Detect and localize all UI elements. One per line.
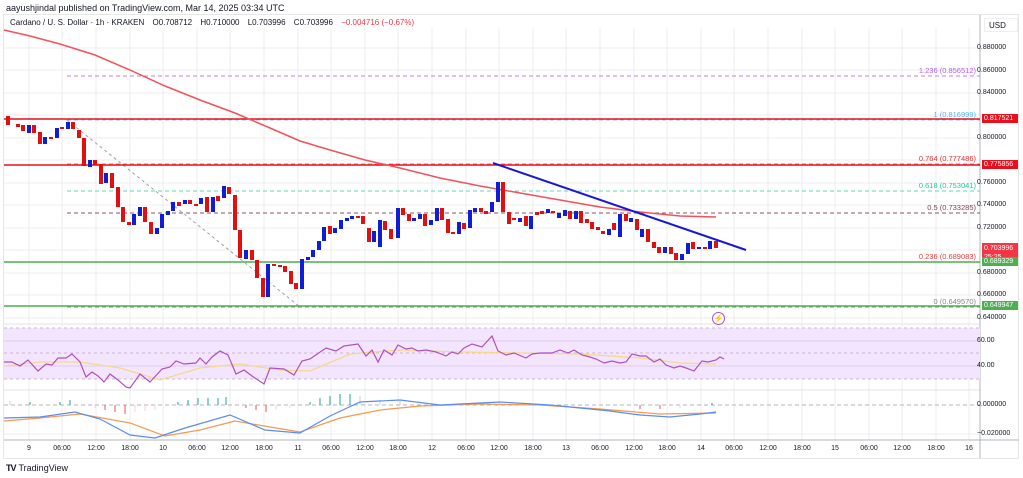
time-tick: 18:00 — [927, 445, 945, 452]
time-tick: 06:00 — [725, 445, 743, 452]
time-tick: 18:00 — [255, 445, 273, 452]
grid-horizontal — [4, 47, 980, 319]
time-tick: 12:00 — [759, 445, 777, 452]
tradingview-brand[interactable]: TV TradingView — [6, 463, 68, 473]
ohlc-legend: Cardano / U. S. Dollar · 1h · KRAKEN O0.… — [10, 18, 420, 27]
time-tick: 12 — [428, 445, 436, 452]
fib-lines — [67, 75, 980, 308]
time-tick: 18:00 — [793, 445, 811, 452]
fib-label-05: 0.5 (0.733285) — [927, 203, 976, 212]
time-tick: 12:00 — [490, 445, 508, 452]
time-tick: 06:00 — [860, 445, 878, 452]
macd-histogram — [9, 394, 713, 414]
resistance-lower-tag: 0.775856 — [982, 160, 1018, 169]
time-tick: 16 — [965, 445, 973, 452]
time-tick: 12:00 — [356, 445, 374, 452]
chart-frame — [3, 14, 1019, 459]
publish-line: aayushjindal published on TradingView.co… — [6, 3, 285, 13]
price-tick: 0.660000 — [977, 291, 1007, 298]
time-tick: 18:00 — [121, 445, 139, 452]
time-tick: 14 — [697, 445, 705, 452]
macd-signal-line — [3, 403, 717, 437]
time-tick: 18:00 — [524, 445, 542, 452]
rsi-tick: 60.00 — [977, 337, 995, 344]
time-tick: 9 — [27, 445, 31, 452]
low-value: L0.703996 — [247, 18, 286, 27]
fib-label-1236: 1.236 (0.856512) — [918, 66, 976, 75]
time-tick: 11 — [294, 445, 302, 452]
change-value: −0.004716 (−0.67%) — [341, 18, 415, 27]
price-tick: 0.680000 — [977, 269, 1007, 276]
rsi-line — [4, 334, 725, 389]
time-tick: 06:00 — [188, 445, 206, 452]
resistance-upper-tag: 0.817521 — [982, 114, 1018, 123]
price-tick: 0.740000 — [977, 201, 1007, 208]
last-price: 0.703996 — [984, 245, 1014, 252]
price-tick: 0.860000 — [977, 67, 1007, 74]
price-tick: 0.880000 — [977, 44, 1007, 51]
fib-label-0236: 0.236 (0.689083) — [918, 252, 976, 261]
time-tick: 12:00 — [221, 445, 239, 452]
fib-label-0: 0 (0.649570) — [933, 297, 976, 306]
candles — [6, 116, 718, 297]
time-tick: 12:00 — [87, 445, 105, 452]
time-tick: 12:00 — [893, 445, 911, 452]
currency-label[interactable]: USD — [984, 18, 1018, 32]
time-tick: 18:00 — [658, 445, 676, 452]
macd-line — [3, 399, 717, 439]
symbol-label[interactable]: Cardano / U. S. Dollar · 1h · KRAKEN — [10, 18, 145, 27]
rsi-tick: 40.00 — [977, 362, 995, 369]
sma-line — [3, 29, 717, 218]
price-tick: 0.640000 — [977, 314, 1007, 321]
time-tick: 18:00 — [389, 445, 407, 452]
time-tick: 15 — [831, 445, 839, 452]
macd-tick: 0.000000 — [977, 401, 1007, 408]
time-tick: 13 — [562, 445, 570, 452]
time-tick: 10 — [159, 445, 167, 452]
high-value: H0.710000 — [200, 18, 240, 27]
time-tick: 12:00 — [625, 445, 643, 452]
time-tick: 06:00 — [591, 445, 609, 452]
fib-label-0618: 0.618 (0.753041) — [918, 181, 976, 190]
brand-name: TradingView — [18, 463, 69, 473]
lightning-alert-icon[interactable]: ⚡ — [712, 312, 725, 325]
support-lower-tag: 0.649947 — [982, 301, 1018, 310]
rsi-ma-line — [3, 349, 717, 381]
fib-label-1: 1 (0.816999) — [933, 110, 976, 119]
fib-label-0764: 0.764 (0.777486) — [918, 154, 976, 163]
tradingview-logo-icon: TV — [6, 463, 16, 473]
price-tick: 0.800000 — [977, 134, 1007, 141]
descending-trendline — [492, 162, 747, 251]
support-upper-tag: 0.689329 — [982, 257, 1018, 266]
macd-tick: −0.020000 — [977, 430, 1011, 437]
close-value: C0.703996 — [293, 18, 333, 27]
open-value: O0.708712 — [152, 18, 193, 27]
time-tick: 06:00 — [322, 445, 340, 452]
price-tick: 0.840000 — [977, 89, 1007, 96]
time-tick: 06:00 — [53, 445, 71, 452]
price-tick: 0.720000 — [977, 224, 1007, 231]
time-tick: 06:00 — [457, 445, 475, 452]
fib-trend-line — [66, 119, 301, 308]
price-tick: 0.760000 — [977, 179, 1007, 186]
